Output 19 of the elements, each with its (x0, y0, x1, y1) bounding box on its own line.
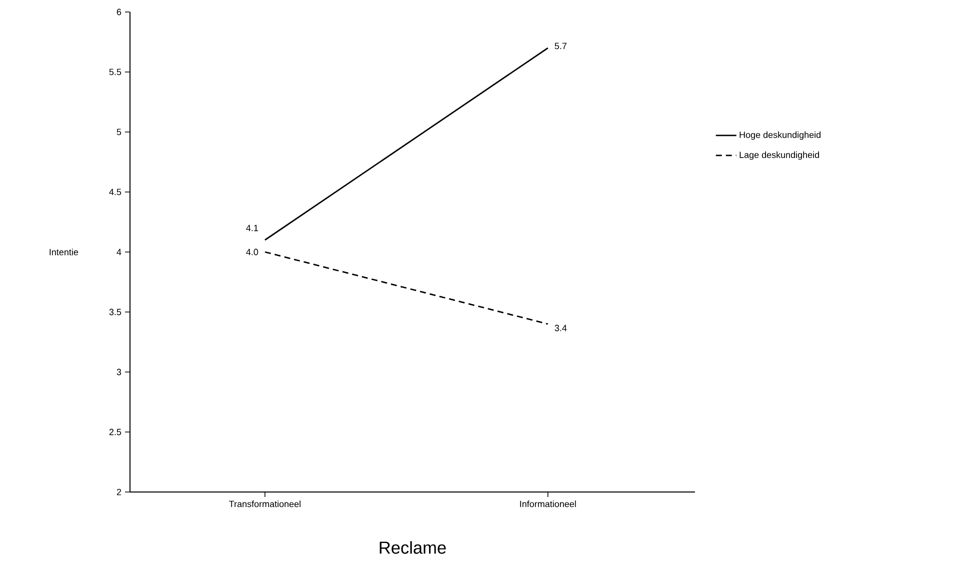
y-tick-label: 6 (116, 8, 122, 16)
x-axis-title: Reclame (380, 541, 446, 554)
data-label: 3.4 (554, 324, 567, 332)
legend-label: Lage deskundigheid (740, 151, 820, 160)
y-tick-label: 5 (116, 128, 122, 136)
legend-label: Hoge deskundigheid (740, 131, 820, 140)
y-tick-label: 4.5 (109, 188, 122, 196)
y-tick-label: 2.5 (109, 428, 122, 436)
y-tick-label: 3 (116, 368, 122, 376)
y-tick-label: 4 (116, 248, 122, 256)
data-label: 4.0 (246, 248, 258, 256)
y-tick-label: 3.5 (109, 308, 122, 316)
y-axis-title: Intentie (50, 248, 78, 256)
y-tick-label: 2 (116, 488, 122, 496)
data-label: 4.1 (246, 224, 258, 232)
data-label: 5.7 (554, 42, 566, 50)
y-tick-label: 5.5 (109, 68, 122, 76)
x-tick-label: Transformationeel (229, 500, 300, 508)
x-tick-label: Informationeel (520, 500, 576, 508)
